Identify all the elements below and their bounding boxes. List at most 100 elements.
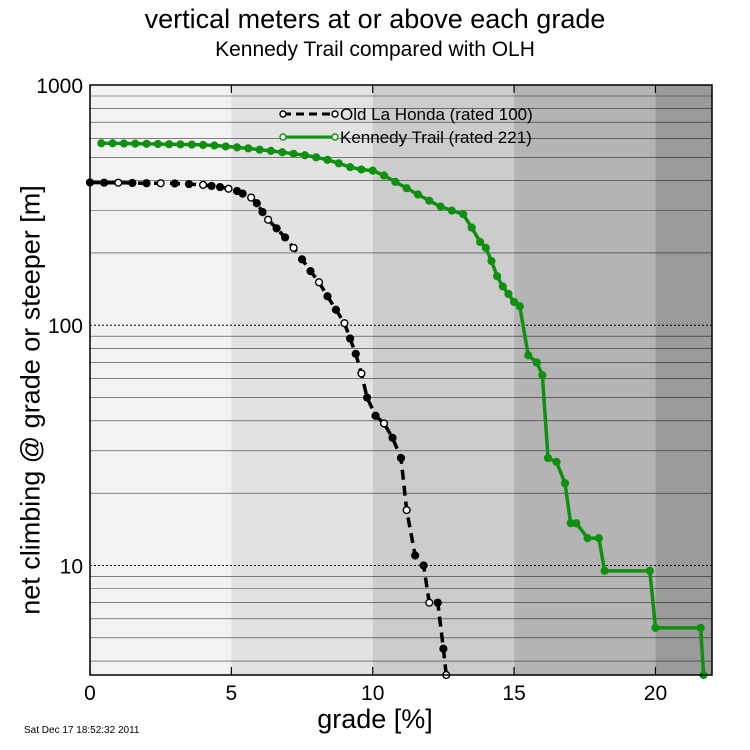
data-point [312, 153, 321, 162]
data-point [221, 142, 230, 151]
data-point [323, 155, 332, 164]
data-point [142, 139, 151, 148]
data-point [351, 349, 360, 358]
data-point [419, 561, 428, 570]
data-point [696, 623, 705, 632]
y-axis-label: net climbing @ grade or steeper [m] [15, 185, 46, 615]
data-point [357, 165, 366, 174]
x-axis-label: grade [%] [317, 704, 433, 734]
data-point [264, 215, 273, 224]
data-point [97, 139, 106, 148]
data-point [379, 419, 389, 428]
data-point [340, 319, 349, 328]
data-point [447, 206, 456, 215]
data-point [244, 144, 253, 153]
timestamp: Sat Dec 17 18:52:32 2011 [24, 725, 140, 736]
data-point [170, 179, 179, 188]
data-point [289, 149, 298, 158]
grade-band-2 [372, 85, 515, 675]
data-point [331, 305, 341, 314]
data-point [402, 506, 411, 515]
data-point [583, 533, 592, 543]
x-tick-label: 15 [502, 682, 525, 705]
grade-band-1 [231, 85, 373, 675]
data-point [119, 139, 129, 148]
data-point [346, 163, 355, 172]
data-point [334, 159, 343, 168]
y-tick-label: 10 [60, 555, 83, 578]
legend-label-1: Kennedy Trail (rated 221) [340, 128, 532, 147]
data-point [402, 184, 411, 193]
data-point [346, 334, 355, 343]
legend-marker [279, 110, 287, 118]
data-point [272, 224, 281, 233]
data-point [247, 193, 256, 202]
data-point [289, 243, 298, 252]
data-point [207, 181, 216, 191]
data-point [411, 551, 420, 560]
data-point [258, 207, 267, 217]
data-point [515, 302, 524, 311]
data-point [266, 146, 276, 155]
x-tick-label: 0 [84, 682, 96, 705]
data-point [396, 453, 406, 463]
data-point [651, 623, 660, 632]
data-point [300, 151, 309, 160]
chart-title: vertical meters at or above each grade [144, 4, 606, 34]
data-point [165, 140, 174, 149]
grade-band-3 [514, 85, 656, 675]
data-point [278, 148, 287, 157]
y-tick-label: 1000 [36, 75, 83, 98]
data-point [476, 237, 485, 247]
data-point [543, 453, 553, 463]
x-tick-label: 5 [226, 682, 238, 705]
data-point [436, 202, 445, 211]
data-point [252, 199, 261, 208]
legend-marker [331, 110, 339, 118]
data-point [467, 223, 476, 232]
data-point [538, 371, 547, 380]
data-point [594, 533, 604, 543]
data-point [560, 479, 570, 488]
data-point [532, 358, 541, 367]
data-point [504, 289, 513, 299]
data-point [314, 278, 324, 287]
grade-band-0 [90, 85, 232, 675]
data-point [224, 184, 233, 193]
data-point [509, 297, 519, 307]
grade-band-4 [655, 85, 712, 675]
data-point [238, 189, 247, 198]
data-point [232, 143, 242, 152]
data-point [297, 255, 307, 264]
data-point [362, 393, 372, 402]
chart-subtitle: Kennedy Trail compared with OLH [215, 38, 535, 61]
data-point [498, 282, 507, 291]
data-point [255, 145, 264, 154]
data-point [368, 166, 377, 175]
data-point [198, 140, 208, 150]
data-point [493, 272, 502, 281]
data-point [100, 178, 109, 187]
data-point [210, 141, 219, 150]
data-point [425, 598, 434, 607]
data-point [433, 598, 442, 607]
data-point [323, 292, 332, 301]
data-point [215, 182, 225, 192]
data-point [357, 369, 366, 378]
data-point [413, 190, 423, 199]
data-point [306, 267, 315, 276]
plot-frame [89, 84, 713, 676]
data-point [108, 139, 117, 148]
y-tick-label: 100 [48, 315, 83, 338]
data-point [439, 644, 448, 653]
data-point [198, 180, 208, 189]
data-point [391, 177, 400, 187]
data-point [481, 243, 490, 252]
data-point [280, 233, 290, 242]
x-tick-label: 20 [644, 682, 667, 705]
data-point [153, 139, 162, 149]
data-point [487, 256, 496, 266]
data-point [156, 179, 165, 188]
data-point [128, 178, 137, 188]
